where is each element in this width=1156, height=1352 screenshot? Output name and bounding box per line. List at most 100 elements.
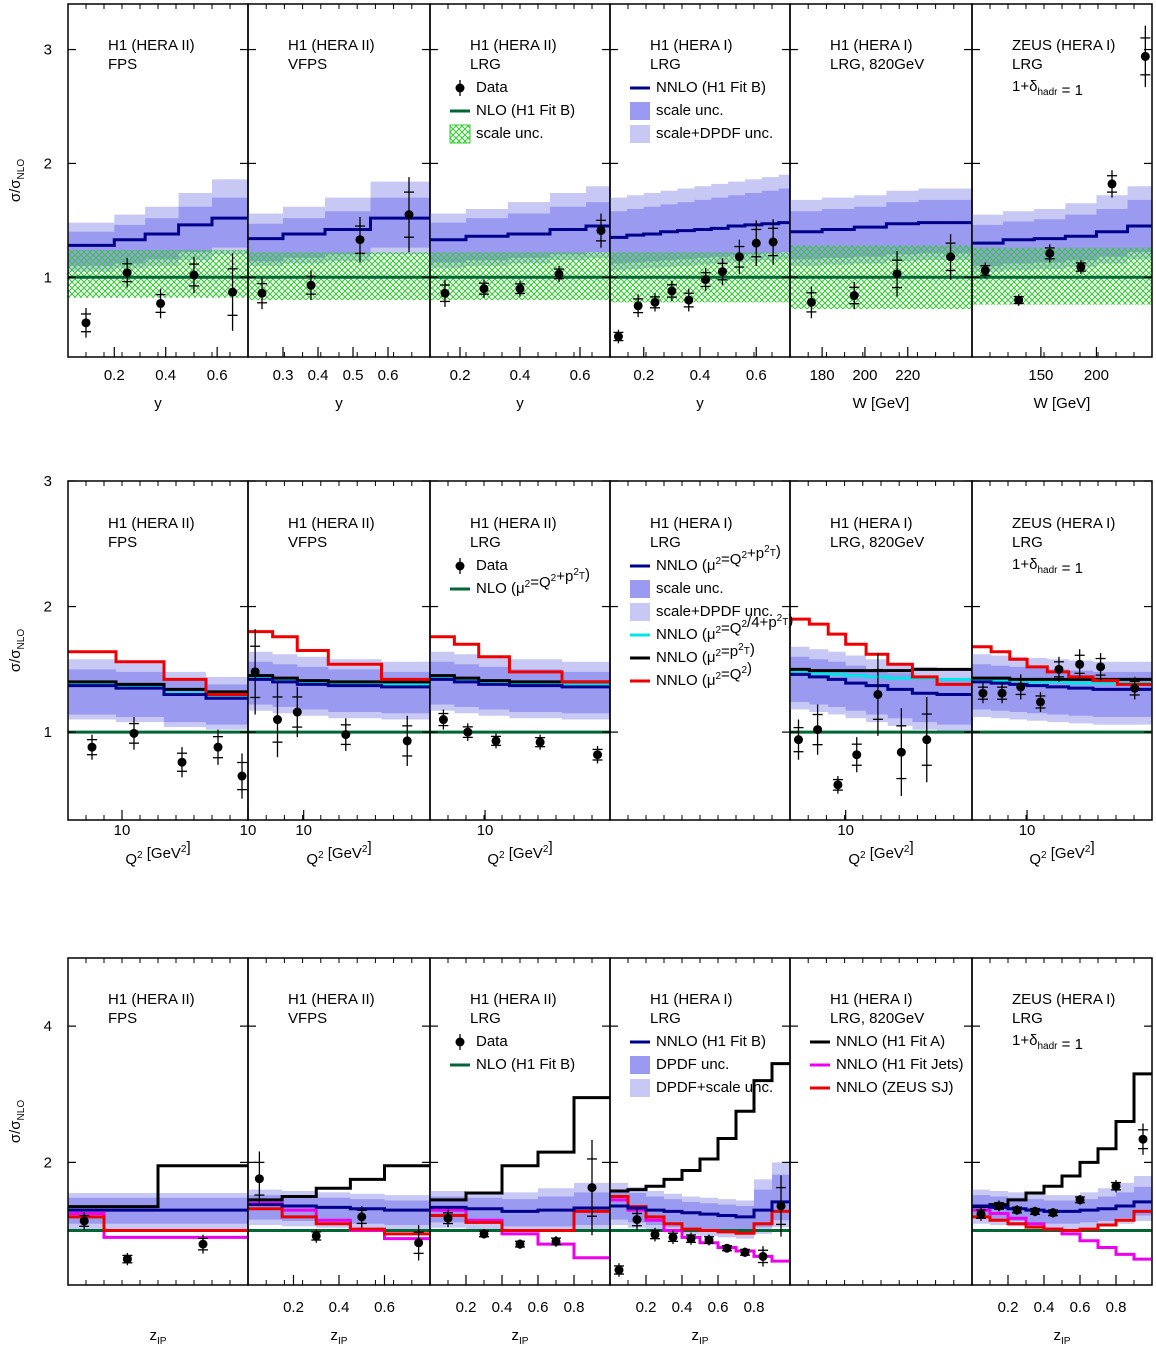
legend-point-marker xyxy=(455,83,465,93)
x-tick-label: 0.4 xyxy=(329,1299,350,1316)
x-tick-label: 0.6 xyxy=(528,1299,549,1316)
legend-box-swatch xyxy=(630,1056,650,1074)
fit-a-line xyxy=(68,1164,248,1209)
chart-row-1: 0.2 0.4 0.6 y H1 (HERA II) FPS 0.3 0.4 0.5 0.6 y H1… xyxy=(7,3,1153,412)
data-point xyxy=(718,267,727,277)
data-point xyxy=(1130,683,1140,693)
nnlo-line xyxy=(972,224,1152,245)
legend-label: scale unc. xyxy=(656,102,724,119)
data-point xyxy=(250,667,260,677)
data-point xyxy=(892,269,902,279)
data-point xyxy=(228,287,238,297)
data-point xyxy=(463,727,473,737)
zeus-sj-line xyxy=(68,1215,248,1232)
data-point xyxy=(122,268,132,278)
x-axis-label: zIP xyxy=(692,1327,709,1347)
panel-3-4: 0.2 0.4 0.6 0.8 zIP H1 (HERA I) LRG xyxy=(609,957,791,1347)
legend-label: Data xyxy=(476,1033,508,1050)
panel-3-5: H1 (HERA I) LRG, 820GeV xyxy=(789,957,973,1286)
nnlo-line xyxy=(248,677,430,689)
y-tick-label: 1 xyxy=(44,269,52,286)
data-point xyxy=(1035,697,1045,707)
x-axis-label: W [GeV] xyxy=(1034,395,1091,412)
legend-label: NLO (μ2=Q2+p2T) xyxy=(476,566,590,597)
panel-title: H1 (HERA I) xyxy=(650,37,733,54)
x-tick-label: 0.2 xyxy=(998,1299,1019,1316)
fit-a-line xyxy=(248,1164,430,1202)
nnlo-line xyxy=(248,216,430,241)
data-point xyxy=(1138,1134,1148,1144)
x-axis-label: zIP xyxy=(1054,1327,1071,1347)
y-axis-label: σ/σNLO xyxy=(7,1100,27,1143)
data-point xyxy=(402,736,412,746)
data-point xyxy=(440,288,450,298)
x-tick-label: 10 xyxy=(477,822,494,839)
x-tick-label: 180 xyxy=(810,367,835,384)
x-axis-label: zIP xyxy=(150,1327,167,1347)
panel-1-4: 0.2 0.4 0.6 y H1 (HERA I) LRG xyxy=(609,3,791,412)
panel-3-2: 0.2 0.4 0.6 zIP H1 (HERA II) VFPS xyxy=(247,957,431,1347)
data-point xyxy=(1107,179,1117,189)
nnlo-q2-line xyxy=(248,630,430,681)
data-point xyxy=(593,750,603,760)
legend-label: NNLO (μ2=Q2+p2T) xyxy=(656,543,781,574)
x-tick-label: 0.8 xyxy=(564,1299,585,1316)
data-point xyxy=(596,226,606,236)
scale-band xyxy=(430,661,610,714)
data-point xyxy=(479,1229,489,1239)
x-axis-label: y xyxy=(516,395,524,412)
x-tick-label: 0.4 xyxy=(1034,1299,1055,1316)
panel-subtitle: FPS xyxy=(108,56,137,73)
panel-title: H1 (HERA I) xyxy=(650,515,733,532)
chart-row-3: zIP H1 (HERA II) FPS 0.2 0.4 0.6 zIP H1 (HERA I… xyxy=(7,957,1153,1347)
data-point xyxy=(873,689,883,699)
data-point xyxy=(740,1247,750,1257)
nnlo-line xyxy=(610,1200,790,1219)
x-tick-label: 0.4 xyxy=(155,367,176,384)
legend-point-marker xyxy=(455,561,465,571)
data-point xyxy=(414,1238,424,1248)
data-point xyxy=(734,252,744,262)
x-axis-label: W [GeV] xyxy=(853,395,910,412)
panel-title: H1 (HERA I) xyxy=(650,991,733,1008)
scale-band xyxy=(68,197,248,266)
data-point xyxy=(1076,262,1086,272)
data-point xyxy=(632,1215,642,1225)
data-point xyxy=(443,1213,453,1223)
x-axis-label: Q2 [GeV2] xyxy=(306,839,371,868)
y-tick-label: 1 xyxy=(44,724,52,741)
legend-label: scale+DPDF unc. xyxy=(656,603,773,620)
data-point xyxy=(852,750,862,760)
data-point xyxy=(311,1231,321,1241)
data-point xyxy=(438,715,448,725)
y-tick-label: 3 xyxy=(44,473,52,490)
panel-subtitle: VFPS xyxy=(288,534,327,551)
legend-box-swatch xyxy=(630,603,650,621)
data-point xyxy=(1048,1208,1058,1218)
legend-hatch-swatch xyxy=(449,124,471,144)
data-point xyxy=(272,715,282,725)
data-point xyxy=(87,742,97,752)
x-tick-label: 0.6 xyxy=(1070,1299,1091,1316)
y-tick-label: 3 xyxy=(44,42,52,59)
panel-subtitle: LRG xyxy=(1012,56,1043,73)
data-point xyxy=(751,238,761,248)
x-tick-label: 150 xyxy=(1028,367,1053,384)
panel-title: ZEUS (HERA I) xyxy=(1012,37,1115,54)
panel-1-6: 150 200 W [GeV] ZEUS (HERA I) LRG 1+δhadr = 1 xyxy=(971,3,1153,412)
data-point xyxy=(515,284,525,294)
data-point xyxy=(976,1209,986,1219)
legend-box-swatch xyxy=(630,1079,650,1097)
data-point xyxy=(491,736,501,746)
panel-1-2: 0.3 0.4 0.5 0.6 y H1 (HERA II) VFPS xyxy=(247,3,431,412)
data-point xyxy=(849,291,859,301)
panel-subtitle: LRG xyxy=(650,56,681,73)
data-point xyxy=(198,1239,208,1249)
x-axis-label: y xyxy=(696,395,704,412)
x-tick-label: 0.2 xyxy=(283,1299,304,1316)
data-point xyxy=(806,297,816,307)
legend-label: scale unc. xyxy=(476,125,544,142)
data-point xyxy=(189,270,199,280)
